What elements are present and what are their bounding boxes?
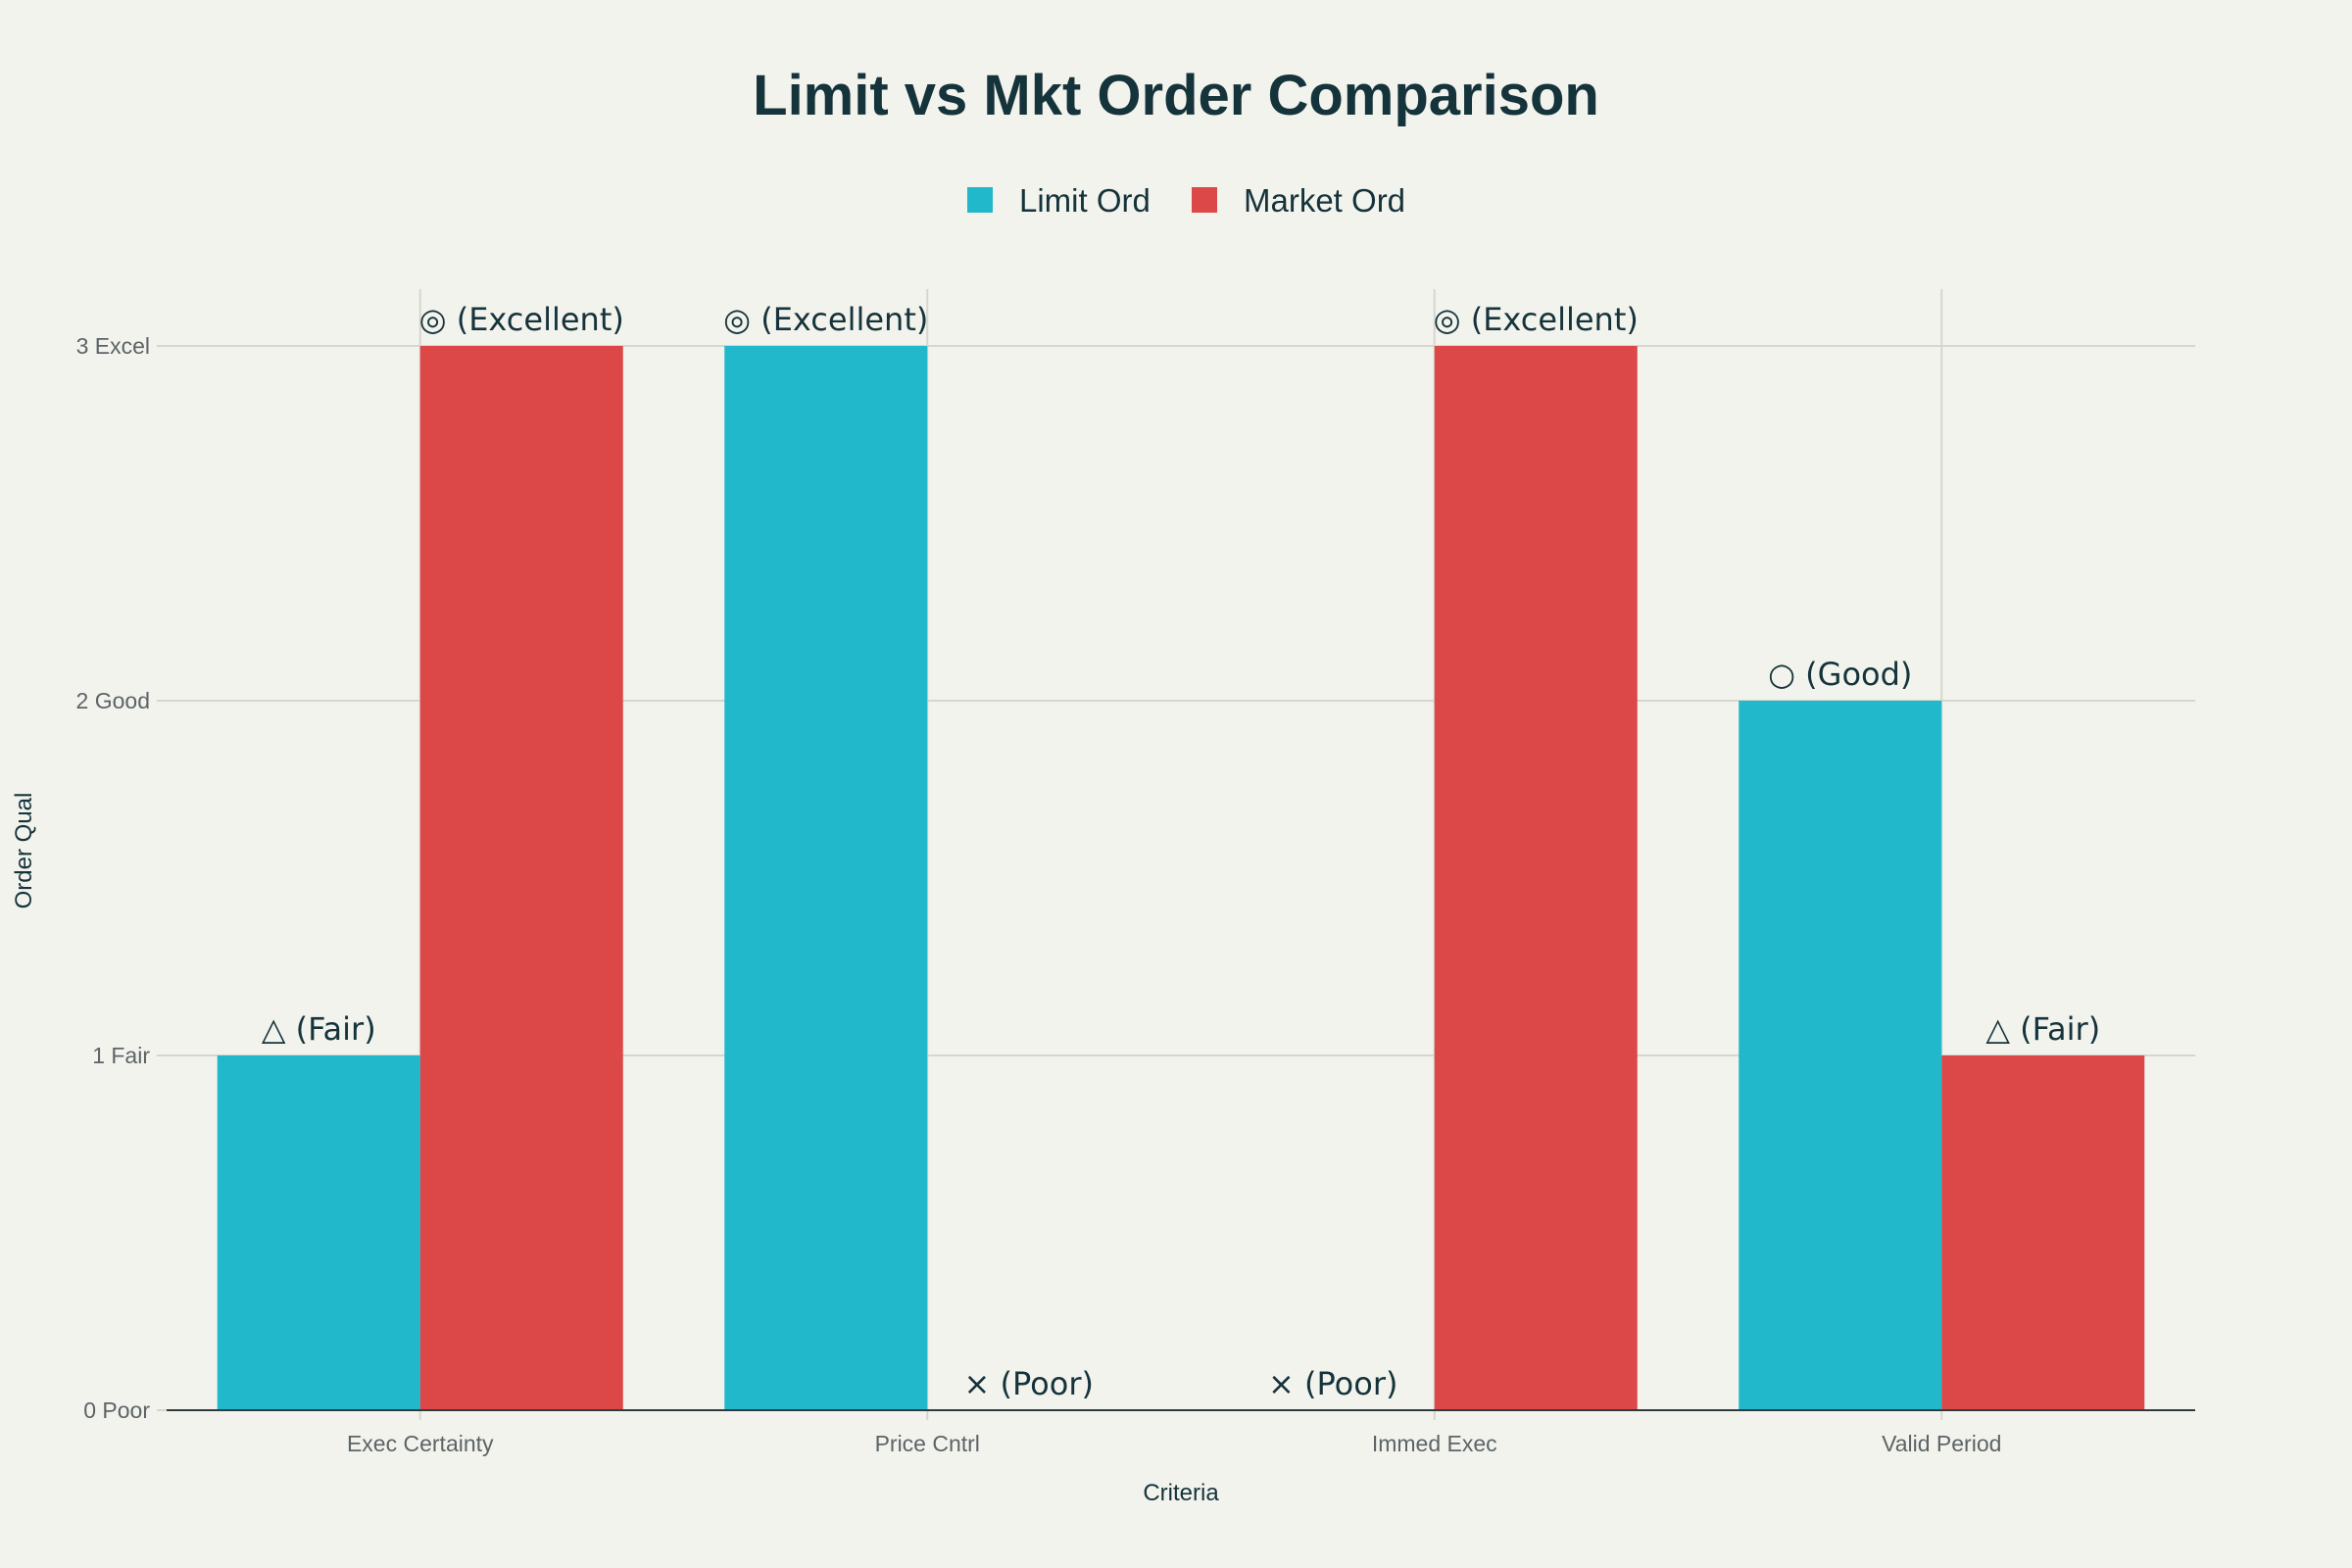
data-label: ◎ (Excellent): [723, 301, 928, 338]
legend-label-limit: Limit Ord: [1019, 182, 1151, 219]
bar-limit-1: [724, 346, 928, 1410]
bar-market-2: [1434, 346, 1638, 1410]
data-label: × (Poor): [1268, 1365, 1397, 1402]
axes: 0 Poor 1 Fair 2 Good 3 Excel Exec Certainty P…: [76, 333, 2195, 1456]
x-axis-title: Criteria: [1143, 1480, 1219, 1506]
data-label: △ (Fair): [1985, 1010, 2100, 1048]
bars: [217, 346, 2145, 1410]
y-tick-label: 3 Excel: [76, 333, 150, 359]
data-label: △ (Fair): [262, 1010, 376, 1048]
data-label: ◎ (Excellent): [419, 301, 624, 338]
legend-label-market: Market Ord: [1244, 182, 1405, 219]
y-tick-label: 0 Poor: [83, 1397, 150, 1423]
y-tick-label: 2 Good: [76, 688, 150, 713]
x-tick-label: Exec Certainty: [347, 1431, 494, 1456]
x-tick-label: Price Cntrl: [875, 1431, 980, 1456]
bar-market-0: [419, 346, 623, 1410]
bar-limit-0: [217, 1055, 420, 1410]
bar-market-3: [1941, 1055, 2145, 1410]
data-labels: △ (Fair) ◎ (Excellent) × (Poor) ○ (Good) ◎ (…: [262, 301, 2100, 1402]
y-axis-title: Order Qual: [11, 793, 37, 909]
data-label: ◎ (Excellent): [1434, 301, 1639, 338]
legend-swatch-limit: [967, 187, 993, 213]
y-tick-label: 1 Fair: [92, 1043, 150, 1068]
legend: Limit Ord Market Ord: [967, 182, 1405, 219]
data-label: × (Poor): [964, 1365, 1094, 1402]
data-label: ○ (Good): [1768, 656, 1912, 693]
legend-swatch-market: [1192, 187, 1217, 213]
x-tick-label: Immed Exec: [1372, 1431, 1497, 1456]
x-tick-label: Valid Period: [1882, 1431, 2001, 1456]
bar-limit-3: [1739, 701, 1942, 1410]
chart-title: Limit vs Mkt Order Comparison: [753, 64, 1599, 127]
